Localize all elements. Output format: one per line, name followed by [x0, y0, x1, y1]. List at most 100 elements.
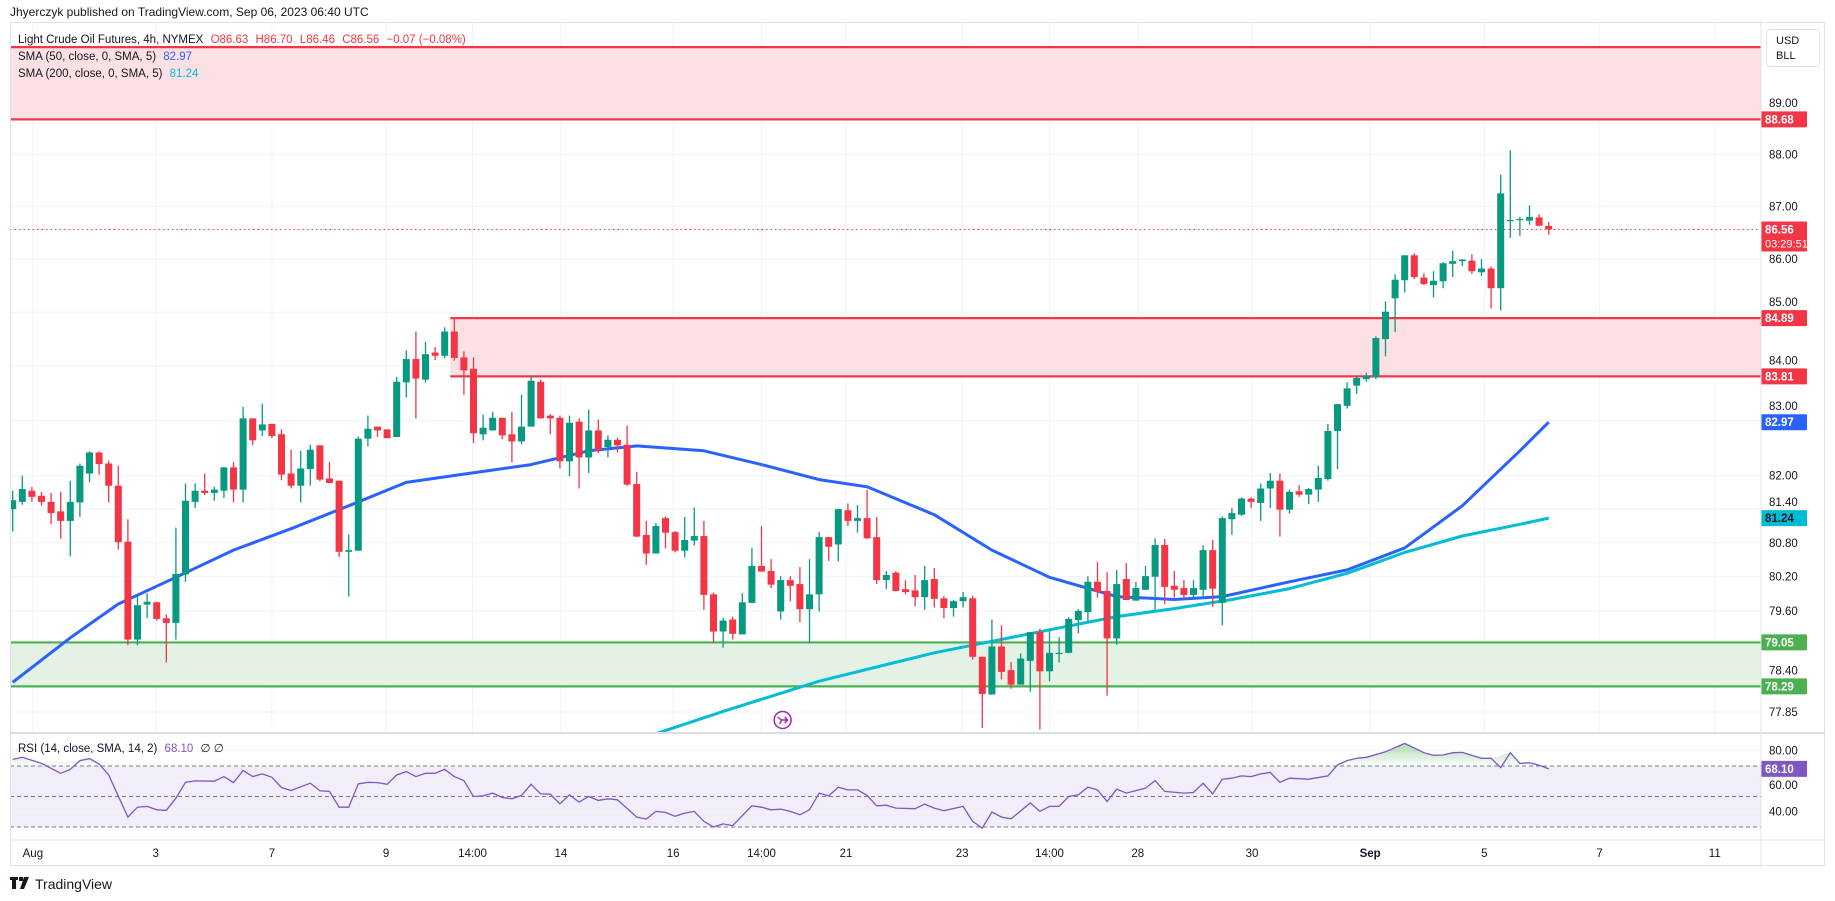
- candle[interactable]: [1247, 497, 1255, 509]
- candle[interactable]: [1132, 581, 1140, 601]
- candle[interactable]: [383, 429, 391, 439]
- currency-unit-button[interactable]: USD BLL: [1766, 29, 1820, 67]
- candle[interactable]: [441, 327, 449, 358]
- candle[interactable]: [498, 417, 506, 440]
- candle[interactable]: [316, 445, 324, 482]
- candle[interactable]: [1257, 483, 1265, 521]
- candle[interactable]: [575, 418, 583, 489]
- candle[interactable]: [882, 571, 890, 590]
- candle[interactable]: [767, 559, 775, 589]
- candle[interactable]: [172, 527, 180, 640]
- candle[interactable]: [1526, 205, 1533, 225]
- candle[interactable]: [950, 600, 957, 617]
- candle[interactable]: [873, 516, 881, 585]
- candle[interactable]: [1276, 473, 1284, 537]
- candle[interactable]: [134, 595, 141, 646]
- candle[interactable]: [1420, 273, 1428, 286]
- candle[interactable]: [806, 559, 813, 644]
- candle[interactable]: [796, 567, 804, 623]
- candle[interactable]: [326, 461, 333, 483]
- candle[interactable]: [1026, 632, 1034, 692]
- candle[interactable]: [700, 520, 708, 610]
- candle[interactable]: [1122, 563, 1130, 601]
- candle[interactable]: [546, 413, 554, 435]
- candle[interactable]: [518, 394, 525, 445]
- candle[interactable]: [1506, 150, 1514, 238]
- candle[interactable]: [86, 451, 93, 483]
- candle[interactable]: [1497, 174, 1505, 311]
- candle[interactable]: [556, 415, 564, 469]
- candle[interactable]: [1401, 255, 1409, 293]
- candle[interactable]: [738, 593, 746, 635]
- candle[interactable]: [710, 592, 717, 643]
- candle[interactable]: [1007, 662, 1015, 689]
- candle[interactable]: [1046, 630, 1053, 682]
- candle[interactable]: [959, 592, 967, 608]
- candle[interactable]: [239, 406, 247, 503]
- candle[interactable]: [1103, 572, 1111, 696]
- candle[interactable]: [306, 444, 314, 486]
- candle[interactable]: [633, 471, 641, 538]
- sma50-legend[interactable]: SMA (50, close, 0, SMA, 5) 82.97: [18, 51, 196, 63]
- rsi-legend[interactable]: RSI (14, close, SMA, 14, 2) 68.10 ∅ ∅: [18, 741, 228, 755]
- candle[interactable]: [1516, 216, 1524, 236]
- candle[interactable]: [1430, 271, 1437, 298]
- candle[interactable]: [844, 503, 852, 526]
- candle[interactable]: [124, 519, 132, 646]
- candle[interactable]: [1036, 628, 1044, 730]
- candle[interactable]: [1209, 539, 1217, 607]
- candle[interactable]: [95, 451, 103, 475]
- candle[interactable]: [594, 419, 602, 454]
- candle[interactable]: [28, 486, 36, 502]
- candle[interactable]: [374, 426, 381, 438]
- candle[interactable]: [1295, 485, 1303, 497]
- candle[interactable]: [76, 463, 84, 517]
- candle[interactable]: [287, 449, 295, 489]
- candle[interactable]: [978, 656, 986, 728]
- candle[interactable]: [681, 516, 689, 558]
- candle[interactable]: [393, 376, 401, 438]
- candle[interactable]: [825, 537, 833, 561]
- candle[interactable]: [998, 625, 1005, 680]
- candle[interactable]: [57, 491, 65, 539]
- candle[interactable]: [1468, 254, 1476, 274]
- candle[interactable]: [508, 411, 516, 463]
- candle[interactable]: [1151, 538, 1159, 610]
- candle[interactable]: [1535, 214, 1543, 226]
- candle[interactable]: [249, 418, 257, 446]
- candle[interactable]: [191, 483, 199, 509]
- candle[interactable]: [278, 429, 285, 481]
- candle[interactable]: [940, 596, 948, 619]
- candle[interactable]: [527, 375, 535, 427]
- candle[interactable]: [297, 450, 305, 503]
- candle[interactable]: [604, 435, 612, 458]
- candle[interactable]: [892, 571, 900, 592]
- candle[interactable]: [114, 465, 122, 550]
- candle[interactable]: [1362, 372, 1370, 382]
- candle[interactable]: [1190, 580, 1197, 599]
- candle[interactable]: [786, 576, 794, 602]
- sma200-legend[interactable]: SMA (200, close, 0, SMA, 5) 81.24: [18, 68, 202, 80]
- candle[interactable]: [489, 411, 497, 431]
- candle[interactable]: [335, 480, 343, 557]
- candle[interactable]: [1266, 472, 1274, 509]
- candle[interactable]: [210, 486, 218, 501]
- candle[interactable]: [9, 490, 17, 532]
- candle[interactable]: [729, 616, 737, 640]
- candle[interactable]: [652, 523, 660, 554]
- candle[interactable]: [921, 565, 929, 610]
- candle[interactable]: [1218, 516, 1226, 626]
- candle[interactable]: [758, 525, 765, 572]
- candle[interactable]: [642, 520, 650, 565]
- candle[interactable]: [18, 475, 26, 505]
- candle[interactable]: [902, 580, 909, 595]
- candle[interactable]: [1084, 576, 1092, 623]
- candle[interactable]: [402, 350, 410, 398]
- candle[interactable]: [364, 415, 372, 447]
- candle[interactable]: [230, 461, 237, 503]
- candle[interactable]: [585, 409, 593, 473]
- candle[interactable]: [268, 423, 276, 439]
- candle[interactable]: [1065, 617, 1073, 654]
- candle[interactable]: [1478, 259, 1485, 276]
- candle[interactable]: [815, 532, 823, 612]
